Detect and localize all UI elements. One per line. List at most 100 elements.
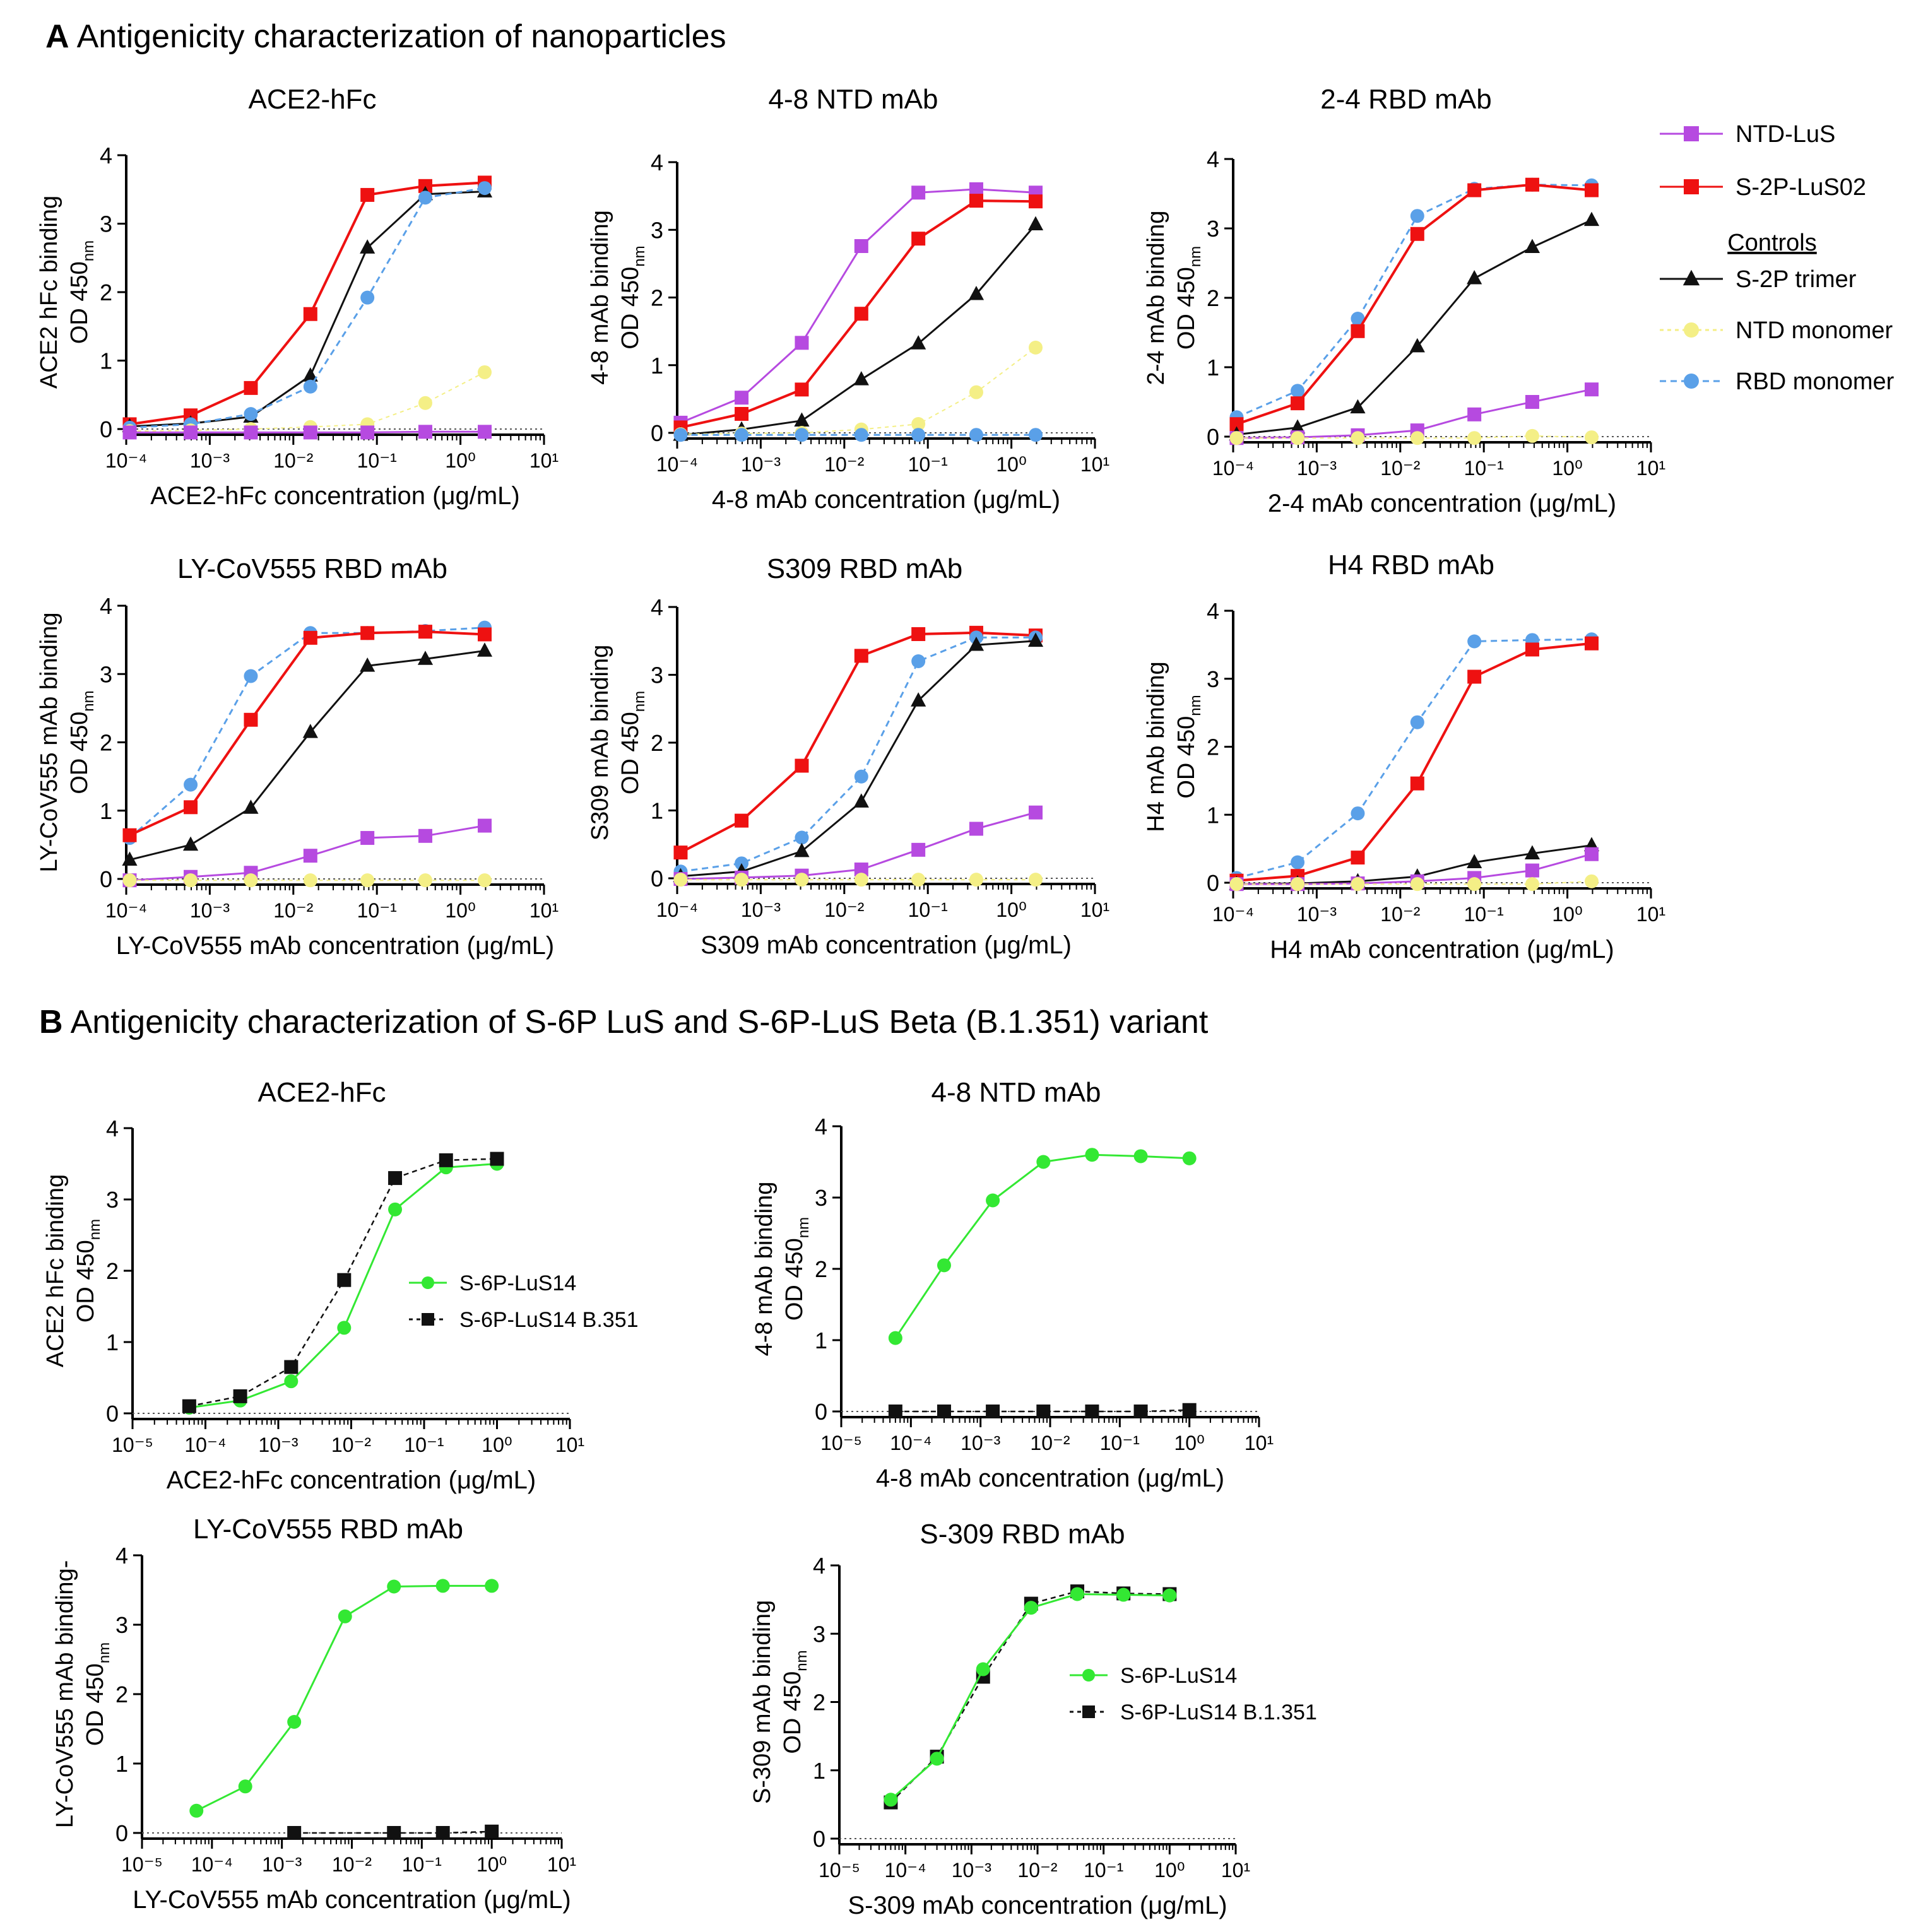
- data-point: [1351, 312, 1365, 326]
- data-point: [1410, 715, 1424, 729]
- y-axis-label-od: OD 450nm: [617, 245, 648, 349]
- series-ntd-lus: [673, 182, 1043, 430]
- y-tick-label: 2: [1207, 285, 1219, 311]
- x-tick-label: 10⁻³: [258, 1434, 298, 1456]
- series-s-6p-lus14-b-351: [888, 1403, 1197, 1418]
- data-point: [238, 1779, 252, 1794]
- data-point: [1351, 806, 1365, 821]
- y-tick-label: 0: [106, 1401, 119, 1427]
- y-tick-label: 4: [651, 594, 663, 620]
- series-s-2p-lus02: [122, 175, 492, 432]
- data-point: [1229, 877, 1244, 892]
- data-point: [184, 777, 198, 792]
- legend-label: S-6P-LuS14: [1120, 1664, 1237, 1688]
- data-point: [122, 851, 138, 866]
- legend-marker: [1682, 269, 1700, 286]
- series-s-2p-trimer: [1229, 211, 1600, 441]
- data-point: [287, 1715, 302, 1729]
- data-point: [418, 191, 432, 205]
- y-tick-label: 2: [651, 730, 663, 756]
- data-point: [1291, 855, 1305, 869]
- y-axis-label: 2-4 mAb binding: [1143, 211, 1169, 386]
- panel-a-heading: A Antigenicity characterization of nanopa…: [45, 18, 726, 56]
- y-tick-label: 0: [100, 416, 112, 442]
- y-tick-label: 4: [1207, 146, 1219, 172]
- data-point: [485, 1579, 499, 1593]
- legend-item-s-6p-lus14: S-6P-LuS14: [1070, 1664, 1237, 1688]
- x-tick-label: 10⁰: [476, 1853, 507, 1876]
- legend-marker: [1684, 374, 1699, 389]
- data-point: [976, 1662, 990, 1676]
- x-tick-label: 10⁰: [1154, 1859, 1185, 1882]
- data-point: [360, 626, 375, 640]
- x-tick-label: 10⁻²: [273, 899, 313, 922]
- y-tick-label: 0: [651, 420, 663, 446]
- series-ntd-monomer: [122, 873, 492, 888]
- chart-title: 2-4 RBD mAb: [1320, 84, 1491, 115]
- y-tick-label: 1: [106, 1329, 119, 1355]
- x-tick-label: 10¹: [529, 449, 559, 472]
- x-tick-label: 10⁻⁴: [105, 449, 147, 472]
- legend-label: RBD monomer: [1736, 368, 1895, 395]
- y-axis-label-od-text: OD 450: [73, 1240, 99, 1322]
- x-tick-label: 10⁻²: [824, 898, 864, 921]
- chart-a6: H4 RBD mAb 0 1 2 3 4 10⁻⁴ 10⁻³ 10⁻² 10⁻¹ 10⁰ 10¹ H4 …: [1143, 550, 1665, 963]
- data-point: [888, 1331, 902, 1345]
- legend-marker: [422, 1276, 434, 1289]
- data-point: [735, 428, 749, 442]
- data-point: [911, 335, 926, 350]
- legend-item-s-6p-lus14-b-1-351: S-6P-LuS14 B.1.351: [1070, 1700, 1317, 1724]
- data-point: [244, 873, 258, 888]
- data-point: [937, 1405, 951, 1418]
- data-point: [478, 627, 492, 642]
- data-point: [854, 863, 868, 877]
- data-point: [853, 371, 869, 386]
- data-point: [439, 1153, 453, 1167]
- x-tick-label: 10⁻²: [1380, 903, 1420, 926]
- data-point: [794, 842, 810, 857]
- x-tick-label: 10¹: [1080, 898, 1109, 921]
- y-tick-label: 4: [813, 1553, 825, 1579]
- data-point: [233, 1389, 247, 1403]
- y-tick-label: 3: [1207, 216, 1219, 242]
- series-rbd-monomer: [1229, 177, 1599, 425]
- series-line: [890, 1593, 1170, 1801]
- y-tick-label: 0: [115, 1820, 128, 1846]
- y-tick-label: 1: [115, 1751, 128, 1777]
- y-axis-label-od: OD 450nm: [781, 1217, 812, 1321]
- y-tick-label: 4: [115, 1543, 128, 1569]
- data-point: [337, 1273, 352, 1287]
- y-axis-label-od: OD 450nm: [82, 1642, 113, 1746]
- data-point: [1525, 642, 1539, 657]
- data-point: [735, 813, 749, 828]
- data-point: [476, 642, 493, 657]
- data-point: [986, 1193, 1000, 1208]
- y-axis-label-od: OD 450nm: [66, 690, 97, 794]
- data-point: [911, 654, 926, 668]
- x-tick-label: 10⁻⁵: [121, 1853, 163, 1876]
- y-tick-label: 2: [1207, 734, 1219, 760]
- data-point: [303, 307, 317, 321]
- x-tick-label: 10¹: [1221, 1859, 1250, 1882]
- series-s-6p-lus14: [189, 1579, 499, 1818]
- x-tick-label: 10⁰: [445, 899, 475, 922]
- x-axis-label: H4 mAb concentration (μg/mL): [1270, 936, 1614, 963]
- data-point: [490, 1152, 504, 1166]
- x-tick-label: 10⁻¹: [357, 449, 397, 472]
- data-point: [911, 627, 926, 641]
- y-axis-label-od-text: OD 450: [1173, 716, 1200, 799]
- data-point: [1410, 877, 1424, 892]
- data-point: [360, 873, 375, 888]
- y-axis-label-od-text: OD 450: [779, 1671, 806, 1754]
- chart-title: 4-8 NTD mAb: [769, 84, 938, 115]
- series-rbd-monomer: [673, 428, 1043, 442]
- y-axis-label-od-subscript: nm: [631, 691, 648, 712]
- panel-a-letter: A: [45, 18, 69, 55]
- x-tick-label: 10⁻⁵: [820, 1432, 862, 1454]
- series-line: [680, 636, 1036, 873]
- series-s-2p-lus02: [122, 625, 492, 842]
- chart-b1: ACE2-hFc 0 1 2 3 4 10⁻⁵ 10⁻⁴ 10⁻³ 10⁻² 10⁻¹ 10⁰ 10¹ A…: [42, 1077, 639, 1494]
- chart-title: 4-8 NTD mAb: [931, 1077, 1101, 1108]
- data-point: [1029, 805, 1043, 820]
